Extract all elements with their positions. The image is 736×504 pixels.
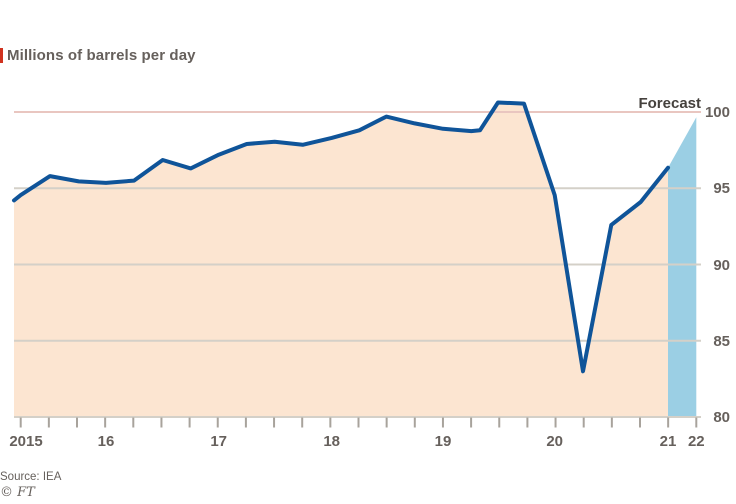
x-axis-label: 20 <box>546 433 564 450</box>
x-axis-label: 17 <box>210 433 228 450</box>
x-axis-label: 18 <box>323 433 341 450</box>
demand-area-fill <box>14 102 668 417</box>
forecast-band <box>668 117 697 418</box>
y-axis-label: 95 <box>713 180 730 198</box>
y-axis-label: 100 <box>704 104 730 121</box>
brand-red-marker <box>0 48 3 63</box>
y-axis-label: 85 <box>713 332 730 350</box>
source-credit: Source: IEA <box>0 471 62 483</box>
x-axis-label: 19 <box>434 433 452 450</box>
ft-copyright: © FT <box>0 485 35 500</box>
x-axis-label: 21 <box>659 433 677 450</box>
x-axis-label: 16 <box>97 433 115 450</box>
y-axis-label: 90 <box>713 256 730 274</box>
x-axis-label: 22 <box>687 433 705 450</box>
chart-subtitle: Millions of barrels per day <box>7 47 196 64</box>
demand-line <box>12 100 670 374</box>
forecast-annotation: Forecast <box>638 95 701 112</box>
x-axis-label: 2015 <box>9 433 43 450</box>
y-axis-label: 80 <box>713 409 730 426</box>
